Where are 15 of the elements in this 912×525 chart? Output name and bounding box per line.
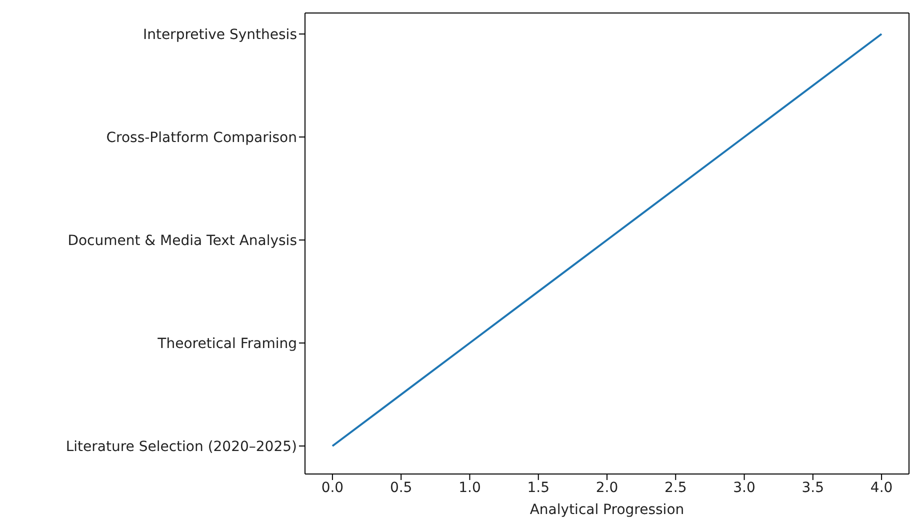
x-tick-label: 3.0 [733, 480, 756, 496]
x-tick-label: 1.0 [458, 480, 481, 496]
x-tick-label: 1.5 [527, 480, 550, 496]
x-axis-title: Analytical Progression [530, 502, 684, 518]
y-tick-label: Theoretical Framing [156, 336, 297, 352]
y-tick-label: Interpretive Synthesis [142, 26, 297, 43]
y-tick-label: Cross-Platform Comparison [106, 130, 297, 146]
x-tick-label: 0.0 [321, 480, 344, 496]
y-tick-label: Document & Media Text Analysis [68, 232, 297, 249]
x-tick-label: 3.5 [802, 480, 824, 496]
x-tick-label: 2.0 [596, 480, 618, 496]
x-tick-label: 2.5 [664, 480, 687, 496]
y-tick-label: Literature Selection (2020–2025) [66, 438, 297, 455]
x-tick-label: 4.0 [870, 480, 893, 496]
x-tick-label: 0.5 [390, 480, 412, 496]
